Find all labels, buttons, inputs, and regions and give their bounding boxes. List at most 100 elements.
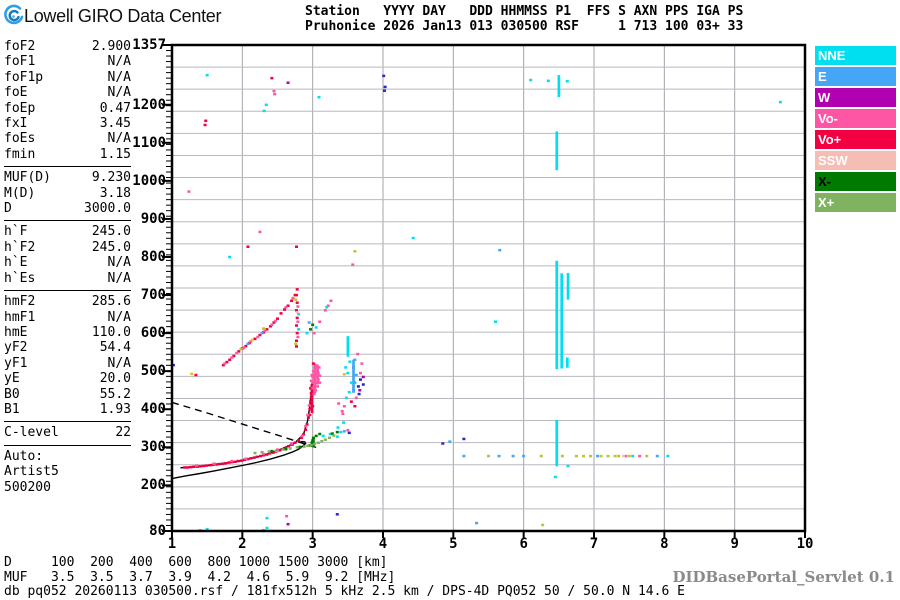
ionogram-plot[interactable] bbox=[162, 43, 807, 538]
echo-dot-Vo+ bbox=[246, 457, 250, 461]
echo-dot-Vo- bbox=[342, 404, 346, 408]
echo-dot-W bbox=[286, 522, 290, 526]
echo-dot-SSW bbox=[295, 310, 299, 314]
rfi-streak bbox=[555, 131, 559, 171]
echo-dot-NNE bbox=[347, 390, 351, 394]
echo-dot-X+ bbox=[267, 450, 271, 453]
echo-dot-unassigned-blue bbox=[382, 74, 386, 78]
echo-dot-Vo- bbox=[311, 387, 315, 390]
legend-item-e[interactable]: E bbox=[815, 67, 896, 86]
legend-item-vo[interactable]: Vo- bbox=[815, 109, 896, 128]
echo-dot-Vo- bbox=[272, 89, 276, 93]
echo-dot-noise-olive bbox=[599, 454, 603, 458]
echo-dot-NNE bbox=[348, 360, 352, 363]
param-value: 245.0 bbox=[91, 224, 131, 240]
echo-dot-Vo- bbox=[300, 434, 304, 438]
plot-border bbox=[170, 43, 807, 533]
param-row-hes: h`Es N/A bbox=[4, 271, 131, 286]
echo-dot-Vo+ bbox=[246, 245, 250, 249]
echo-dot-X- bbox=[318, 432, 322, 436]
echo-dot-X+ bbox=[281, 448, 285, 451]
echo-dot-NNE bbox=[262, 109, 266, 113]
echo-dot-X+ bbox=[332, 434, 336, 437]
echo-dot-Vo- bbox=[318, 374, 322, 378]
echo-dot-Vo+ bbox=[287, 444, 291, 448]
echo-dot-noise-olive bbox=[606, 454, 610, 458]
y-axis-label: 500 bbox=[140, 363, 166, 380]
rfi-streak bbox=[555, 260, 559, 370]
param-value: 3000.0 bbox=[84, 201, 131, 217]
echo-dot-Vo- bbox=[296, 305, 300, 308]
legend-item-x[interactable]: X+ bbox=[815, 193, 896, 212]
rfi-streak bbox=[316, 365, 319, 385]
echo-dot-Vo+ bbox=[265, 328, 269, 331]
divider bbox=[4, 220, 131, 222]
legend-item-vo[interactable]: Vo+ bbox=[815, 130, 896, 149]
legend-item-x[interactable]: X- bbox=[815, 172, 896, 191]
echo-dot-Vo- bbox=[291, 296, 295, 300]
x-axis-label: 2 bbox=[238, 536, 247, 552]
param-row-foep: foEp 0.47 bbox=[4, 101, 131, 116]
param-row-mufd: MUF(D) 9.230 bbox=[4, 170, 131, 185]
param-value: 22 bbox=[115, 425, 131, 441]
param-label: hmF1 bbox=[4, 309, 36, 325]
echo-dot-noise-olive bbox=[627, 454, 631, 458]
echo-dot-E bbox=[655, 454, 659, 458]
echo-dot-Vo- bbox=[273, 319, 277, 323]
echo-dot-Vo+ bbox=[183, 466, 187, 469]
echo-dot-NNE bbox=[265, 516, 269, 520]
echo-dot-Vo+ bbox=[217, 462, 221, 466]
echo-dot-Vo+ bbox=[295, 316, 299, 320]
param-row-b1: B1 1.93 bbox=[4, 402, 131, 417]
echo-dot-Vo- bbox=[285, 514, 289, 518]
footer-info: db pq052 20260113 030500.rsf / 181fx512h… bbox=[4, 584, 685, 599]
echo-dot-noise-olive bbox=[353, 250, 357, 253]
param-row-d: D 3000.0 bbox=[4, 201, 131, 216]
param-label: B0 bbox=[4, 386, 20, 402]
param-row-fxi: fxI 3.45 bbox=[4, 116, 131, 131]
param-value: 3.45 bbox=[99, 116, 131, 132]
echo-dot-Vo- bbox=[341, 412, 345, 416]
echo-dot-Vo+ bbox=[204, 119, 208, 123]
echo-dot-NNE bbox=[314, 326, 318, 329]
echo-dot-Vo+ bbox=[221, 462, 225, 465]
param-value: N/A bbox=[107, 309, 131, 325]
echo-dot-NNE bbox=[494, 320, 498, 323]
echo-dot-Vo- bbox=[314, 375, 318, 379]
station-header-line1: Station YYYY DAY DDD HHMMSS P1 FFS S AXN… bbox=[305, 4, 744, 19]
param-value: 2.900 bbox=[91, 39, 131, 54]
echo-dot-Vo+ bbox=[299, 436, 303, 440]
echo-dot-noise-gold bbox=[342, 373, 346, 376]
echo-dot-Vo+ bbox=[295, 301, 299, 304]
echo-dot-NNE bbox=[565, 79, 569, 83]
echo-dot-NNE bbox=[344, 396, 348, 400]
echo-dot-Vo- bbox=[356, 352, 360, 356]
echo-dot-Vo+ bbox=[311, 404, 315, 408]
param-value: N/A bbox=[107, 85, 131, 101]
rfi-streak bbox=[555, 419, 559, 467]
echo-dot-Vo+ bbox=[290, 299, 294, 303]
y-axis-label: 1000 bbox=[132, 172, 166, 189]
echo-dot-X- bbox=[311, 439, 315, 442]
echo-dot-Vo- bbox=[230, 356, 234, 359]
y-axis-label: 80 bbox=[149, 523, 166, 539]
legend-item-w[interactable]: W bbox=[815, 88, 896, 107]
echo-dot-Vo- bbox=[354, 396, 358, 400]
echo-dot-Vo+ bbox=[249, 457, 253, 460]
legend-item-nne[interactable]: NNE bbox=[815, 46, 896, 65]
echo-dot-E bbox=[260, 331, 264, 335]
ionogram-canvas[interactable] bbox=[162, 43, 807, 538]
echo-dot-NNE bbox=[349, 381, 353, 384]
x-axis-label: 3 bbox=[308, 536, 317, 552]
station-header: Station YYYY DAY DDD HHMMSS P1 FFS S AXN… bbox=[305, 4, 743, 34]
divider bbox=[4, 290, 131, 292]
echo-dot-X- bbox=[310, 441, 314, 445]
echo-dot-Vo- bbox=[249, 340, 253, 343]
echo-dot-NNE bbox=[328, 432, 332, 436]
echo-dot-E bbox=[498, 248, 502, 252]
echo-dot-X+ bbox=[316, 441, 320, 445]
y-axis-label: 700 bbox=[140, 287, 166, 304]
y-axis-label: 600 bbox=[140, 325, 166, 342]
legend-item-ssw[interactable]: SSW bbox=[815, 151, 896, 170]
